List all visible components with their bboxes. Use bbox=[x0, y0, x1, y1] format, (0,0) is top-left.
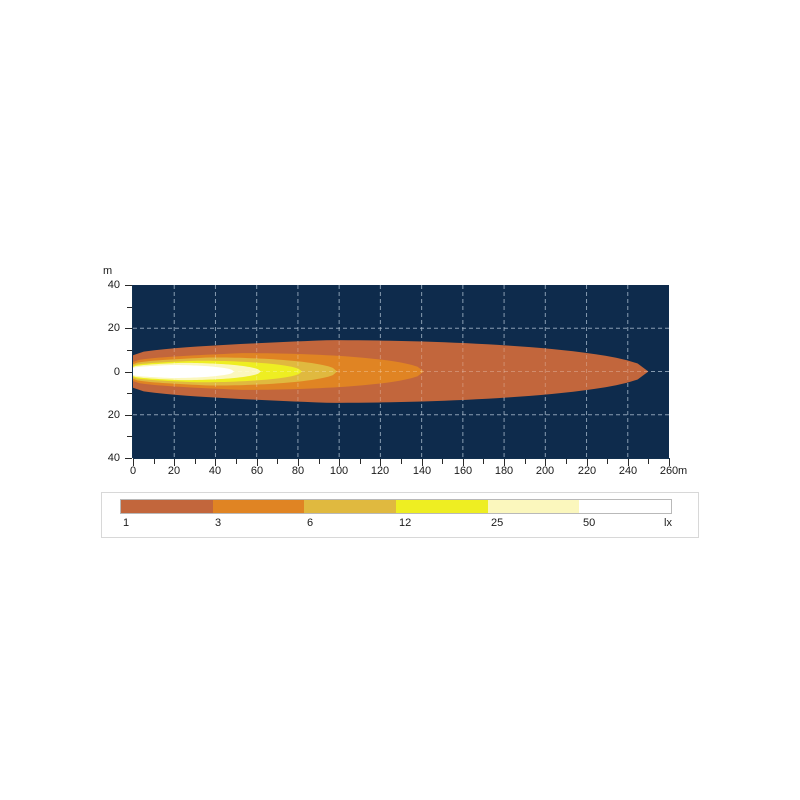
plot-area bbox=[133, 285, 669, 458]
x-tick-major bbox=[133, 459, 134, 466]
x-tick-minor bbox=[277, 459, 278, 464]
x-tick-major bbox=[422, 459, 423, 466]
x-tick-major bbox=[669, 459, 670, 466]
x-tick-label: 260 bbox=[659, 465, 679, 477]
x-tick-label: 140 bbox=[412, 465, 432, 477]
legend-swatch-50lx bbox=[579, 500, 672, 513]
x-tick-major bbox=[174, 459, 175, 466]
x-tick-major bbox=[587, 459, 588, 466]
legend-tick-label: 3 bbox=[215, 517, 222, 529]
x-tick-major bbox=[298, 459, 299, 466]
legend-tick-label: 50 bbox=[583, 517, 596, 529]
x-tick-label: 220 bbox=[577, 465, 597, 477]
x-tick-label: 240 bbox=[618, 465, 638, 477]
x-tick-label: 20 bbox=[167, 465, 181, 477]
y-tick-label: 0 bbox=[113, 366, 120, 378]
x-tick-minor bbox=[442, 459, 443, 464]
y-tick-label: 40 bbox=[107, 279, 120, 291]
y-axis-line bbox=[132, 285, 133, 458]
legend-swatch-1lx bbox=[121, 500, 213, 513]
x-tick-label: 120 bbox=[370, 465, 390, 477]
y-tick-major bbox=[125, 328, 132, 329]
legend-tick-label: 12 bbox=[399, 517, 412, 529]
x-tick-label: 200 bbox=[535, 465, 555, 477]
isolux-contour-group bbox=[133, 285, 669, 458]
x-tick-major bbox=[257, 459, 258, 466]
legend-tick-label: 6 bbox=[307, 517, 314, 529]
y-tick-major bbox=[125, 415, 132, 416]
x-axis-unit-label: m bbox=[678, 465, 688, 477]
y-tick-minor bbox=[127, 307, 132, 308]
legend-tick-label: 25 bbox=[491, 517, 504, 529]
x-tick-label: 80 bbox=[291, 465, 305, 477]
y-tick-label: 40 bbox=[107, 452, 120, 464]
legend-unit-label: lx bbox=[664, 517, 672, 529]
x-tick-major bbox=[463, 459, 464, 466]
x-tick-minor bbox=[236, 459, 237, 464]
legend-colorbar bbox=[120, 499, 672, 514]
x-tick-minor bbox=[360, 459, 361, 464]
contours bbox=[133, 340, 649, 403]
x-tick-label: 180 bbox=[494, 465, 514, 477]
y-tick-major bbox=[125, 285, 132, 286]
x-tick-minor bbox=[648, 459, 649, 464]
x-tick-major bbox=[380, 459, 381, 466]
y-axis-unit-label: m bbox=[103, 265, 113, 277]
beam-pattern-svg bbox=[133, 285, 669, 458]
x-tick-minor bbox=[195, 459, 196, 464]
x-tick-major bbox=[339, 459, 340, 466]
x-tick-label: 60 bbox=[250, 465, 264, 477]
x-tick-major bbox=[504, 459, 505, 466]
x-tick-major bbox=[628, 459, 629, 466]
y-tick-minor bbox=[127, 350, 132, 351]
legend-swatch-6lx bbox=[304, 500, 397, 513]
x-tick-label: 40 bbox=[208, 465, 222, 477]
legend-swatch-25lx bbox=[487, 500, 580, 513]
x-tick-minor bbox=[607, 459, 608, 464]
y-tick-minor bbox=[127, 393, 132, 394]
x-tick-label: 100 bbox=[329, 465, 349, 477]
x-tick-minor bbox=[483, 459, 484, 464]
x-tick-major bbox=[215, 459, 216, 466]
y-tick-major bbox=[125, 458, 132, 459]
x-tick-minor bbox=[401, 459, 402, 464]
gridlines-overlay bbox=[133, 285, 669, 458]
x-axis-line bbox=[133, 458, 670, 459]
y-tick-label: 20 bbox=[107, 409, 120, 421]
y-tick-minor bbox=[127, 436, 132, 437]
y-tick-label: 20 bbox=[107, 322, 120, 334]
x-tick-minor bbox=[525, 459, 526, 464]
x-tick-minor bbox=[154, 459, 155, 464]
legend-swatch-12lx bbox=[396, 500, 488, 513]
y-tick-major bbox=[125, 372, 132, 373]
x-tick-minor bbox=[566, 459, 567, 464]
x-tick-label: 160 bbox=[453, 465, 473, 477]
x-tick-major bbox=[545, 459, 546, 466]
legend-swatch-3lx bbox=[212, 500, 305, 513]
legend-tick-label: 1 bbox=[123, 517, 130, 529]
x-tick-minor bbox=[319, 459, 320, 464]
x-tick-label: 0 bbox=[129, 465, 137, 477]
isolux-region-50lx bbox=[133, 365, 235, 378]
